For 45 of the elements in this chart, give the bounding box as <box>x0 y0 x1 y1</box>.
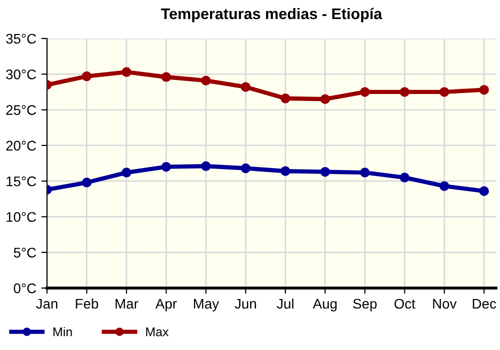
point <box>82 178 92 188</box>
point <box>439 181 450 191</box>
point <box>479 84 489 95</box>
x-tick-label: May <box>194 298 220 312</box>
point <box>240 163 251 174</box>
point <box>201 76 211 86</box>
x-tick-label: Feb <box>76 298 98 309</box>
y-tick-label: 20°C <box>6 140 36 151</box>
chart-title: Temperaturas medias - Etiopía <box>161 8 382 22</box>
y-tick-label: 0°C <box>14 283 36 294</box>
point <box>122 168 132 178</box>
x-tick-label: Oct <box>394 298 416 309</box>
x-tick-label: Mar <box>116 298 138 309</box>
point <box>161 162 172 172</box>
x-tick-label: Aug <box>312 298 337 312</box>
point <box>320 94 330 104</box>
point <box>201 161 211 171</box>
y-tick-label: 5°C <box>14 248 36 258</box>
y-tick-label: 10°C <box>6 212 36 222</box>
point <box>360 168 370 178</box>
x-tick-label: Apr <box>155 298 177 312</box>
x-tick-label: Nov <box>433 298 457 309</box>
legend-label: Min <box>54 327 72 336</box>
y-tick-label: 15°C <box>6 176 36 186</box>
point <box>320 166 330 177</box>
x-tick-label: Jun <box>234 298 256 309</box>
y-tick-label: 25°C <box>6 105 36 115</box>
point <box>280 166 290 176</box>
point <box>479 186 489 196</box>
point <box>82 71 92 82</box>
point <box>360 87 370 97</box>
point <box>280 94 290 104</box>
x-tick-label: Jan <box>36 298 58 309</box>
x-tick-label: Jul <box>276 298 294 309</box>
legend-label: Max <box>146 328 169 336</box>
x-tick-label: Sep <box>353 298 377 312</box>
point <box>439 87 450 97</box>
y-tick-label: 35°C <box>6 34 36 44</box>
point <box>240 82 251 92</box>
point <box>122 67 132 77</box>
point <box>161 72 172 82</box>
y-tick-label: 30°C <box>6 69 36 80</box>
point <box>400 172 410 182</box>
x-tick-label: Dec <box>472 298 496 309</box>
point <box>400 87 410 97</box>
